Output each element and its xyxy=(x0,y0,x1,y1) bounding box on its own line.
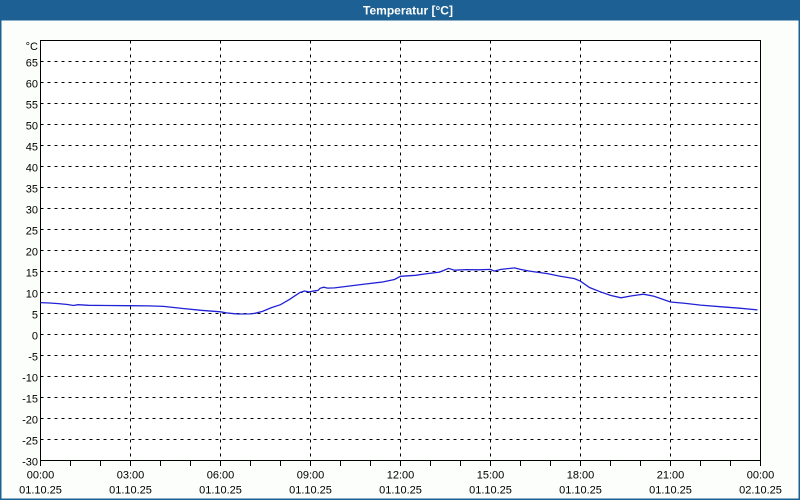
svg-text:Temperatur [°C]: Temperatur [°C] xyxy=(363,4,453,18)
svg-text:40: 40 xyxy=(26,163,38,175)
svg-text:01.10.25: 01.10.25 xyxy=(199,485,242,497)
svg-text:65: 65 xyxy=(26,58,38,70)
svg-text:10: 10 xyxy=(26,289,38,301)
svg-text:60: 60 xyxy=(26,79,38,91)
svg-text:45: 45 xyxy=(26,142,38,154)
svg-text:02.10.25: 02.10.25 xyxy=(739,485,782,497)
svg-text:01.10.25: 01.10.25 xyxy=(289,485,332,497)
svg-text:01.10.25: 01.10.25 xyxy=(649,485,692,497)
svg-text:-15: -15 xyxy=(22,394,38,406)
svg-text:30: 30 xyxy=(26,205,38,217)
svg-text:15: 15 xyxy=(26,268,38,280)
svg-text:18:00: 18:00 xyxy=(567,470,595,482)
svg-text:01.10.25: 01.10.25 xyxy=(379,485,422,497)
svg-text:5: 5 xyxy=(32,310,38,322)
svg-text:03:00: 03:00 xyxy=(117,470,145,482)
svg-text:-10: -10 xyxy=(22,373,38,385)
svg-text:55: 55 xyxy=(26,100,38,112)
svg-text:-25: -25 xyxy=(22,436,38,448)
svg-text:01.10.25: 01.10.25 xyxy=(559,485,602,497)
svg-text:20: 20 xyxy=(26,247,38,259)
svg-text:12:00: 12:00 xyxy=(387,470,415,482)
svg-text:35: 35 xyxy=(26,184,38,196)
svg-text:21:00: 21:00 xyxy=(657,470,685,482)
svg-text:09:00: 09:00 xyxy=(297,470,325,482)
svg-text:0: 0 xyxy=(32,331,38,343)
svg-text:01.10.25: 01.10.25 xyxy=(19,485,62,497)
svg-text:00:00: 00:00 xyxy=(27,470,55,482)
svg-text:-30: -30 xyxy=(22,457,38,469)
svg-text:15:00: 15:00 xyxy=(477,470,505,482)
svg-text:00:00: 00:00 xyxy=(747,470,775,482)
svg-text:01.10.25: 01.10.25 xyxy=(109,485,152,497)
svg-text:°C: °C xyxy=(26,41,38,53)
svg-text:06:00: 06:00 xyxy=(207,470,235,482)
svg-text:-20: -20 xyxy=(22,415,38,427)
svg-text:25: 25 xyxy=(26,226,38,238)
svg-text:50: 50 xyxy=(26,121,38,133)
svg-text:-5: -5 xyxy=(28,352,38,364)
svg-text:01.10.25: 01.10.25 xyxy=(469,485,512,497)
